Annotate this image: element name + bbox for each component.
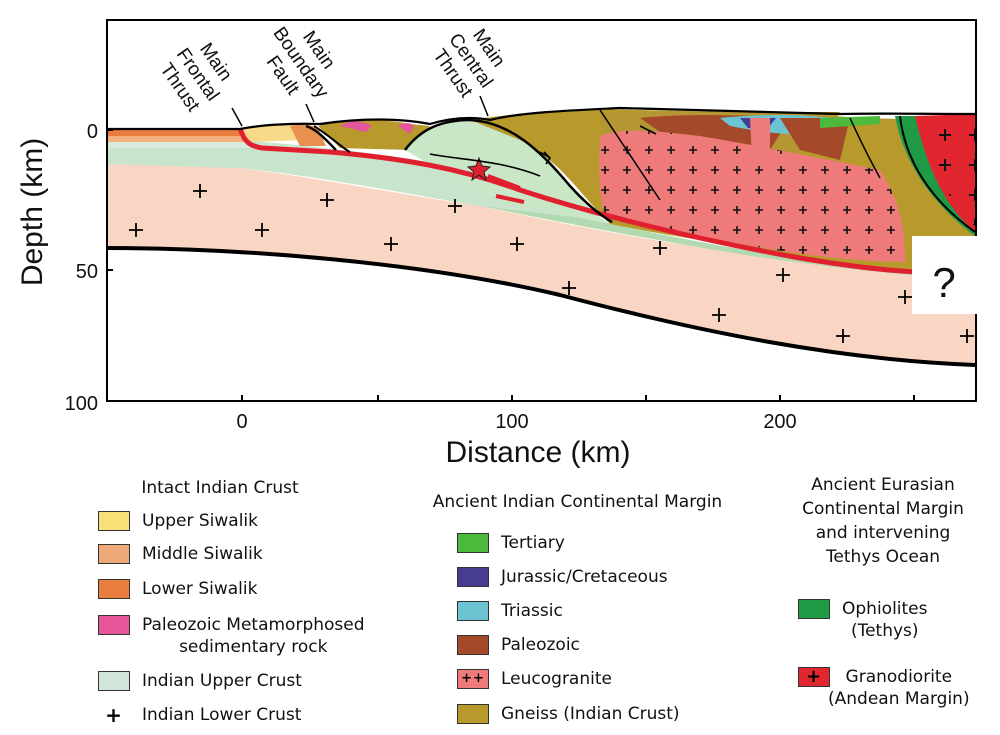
swatch-leucogranite: ++ — [457, 669, 489, 689]
tethyan-paleozoic-2 — [780, 118, 850, 160]
legend-item-granodiorite: + Granodiorite (Andean Margin) — [798, 666, 970, 710]
tethyan-tertiary — [820, 116, 880, 128]
legend-heading-eurasian: Ancient Eurasian Continental Margin and … — [802, 475, 964, 567]
legend-label-triassic: Triassic — [501, 601, 563, 621]
mct-line-front — [404, 118, 471, 151]
legend-label-lower-siwalik: Lower Siwalik — [142, 579, 258, 599]
swatch-upper-siwalik — [98, 511, 130, 531]
normal-slip-mark — [639, 125, 657, 135]
legend-label-leucogranite: Leucogranite — [501, 669, 612, 689]
x-tick-200: 200 — [763, 411, 796, 433]
legend-item-middle-siwalik: Middle Siwalik — [98, 543, 263, 565]
legend-item-paleozoic-meta: Paleozoic Metamorphosed sedimentary rock — [98, 614, 365, 658]
legend-heading-margin: Ancient Indian Continental Margin — [432, 492, 723, 512]
earthquake-star-icon — [466, 156, 492, 182]
legend-label-indian-upper-crust: Indian Upper Crust — [142, 671, 302, 691]
legend-item-upper-siwalik: Upper Siwalik — [98, 510, 258, 532]
x-axis-title: Distance (km) — [445, 436, 630, 469]
swatch-gneiss — [457, 704, 489, 724]
gct-line — [849, 117, 881, 179]
legend-item-paleozoic: Paleozoic — [457, 634, 580, 656]
legend-item-lower-siwalik: Lower Siwalik — [98, 578, 257, 600]
mbf-line — [305, 124, 337, 151]
lower-siwalik-band — [108, 129, 240, 136]
legend-item-leucogranite: ++ Leucogranite — [457, 668, 612, 690]
swatch-granodiorite: + — [798, 667, 830, 687]
slip-arrow-top — [487, 174, 521, 190]
legend-item-ophiolites: Ophiolites (Tethys) — [798, 598, 928, 642]
y-tick-0: 0 — [87, 121, 98, 143]
stdf-line — [599, 109, 661, 201]
mct-dome — [405, 118, 610, 224]
legend-label-paleozoic: Paleozoic — [501, 635, 580, 655]
legend-label-paleozoic-meta: Paleozoic Metamorphosed sedimentary rock — [142, 615, 365, 657]
mct-line — [469, 118, 613, 224]
legend-label-ophiolites: Ophiolites (Tethys) — [842, 599, 928, 641]
swatch-tertiary — [457, 533, 489, 553]
legend-item-triassic: Triassic — [457, 600, 563, 622]
topography-line — [108, 106, 976, 131]
legend-label-indian-lower-crust: Indian Lower Crust — [142, 705, 302, 725]
axis-ticks — [107, 129, 915, 401]
legend-label-jurassic: Jurassic/Cretaceous — [501, 567, 668, 587]
lower-siwalik-wedge — [290, 124, 326, 146]
swatch-jurassic — [457, 567, 489, 587]
legend-item-indian-lower-crust: + Indian Lower Crust — [98, 704, 301, 726]
mbf-line-2 — [313, 125, 351, 153]
swatch-indian-lower-crust: + — [98, 705, 130, 725]
swatch-paleozoic-meta — [98, 615, 130, 635]
legend-heading-intact: Intact Indian Crust — [141, 478, 299, 498]
upper-crust-band-2 — [108, 142, 250, 148]
paleozoic-meta-patch — [340, 121, 372, 132]
legend-label-tertiary: Tertiary — [501, 533, 565, 553]
middle-siwalik-band — [108, 136, 246, 142]
legend-item-tertiary: Tertiary — [457, 532, 565, 554]
y-tick-50: 50 — [76, 261, 98, 283]
legend-item-jurassic: Jurassic/Cretaceous — [457, 566, 668, 588]
moho-line — [107, 246, 976, 367]
y-axis-title: Depth (km) — [16, 138, 49, 286]
legend-label-upper-siwalik: Upper Siwalik — [142, 511, 259, 531]
suture-line — [899, 115, 976, 233]
legend-item-indian-upper-crust: Indian Upper Crust — [98, 670, 302, 692]
swatch-triassic — [457, 601, 489, 621]
internal-fault — [429, 153, 541, 177]
leucogranite-dyke — [750, 118, 770, 158]
legend-label-gneiss: Gneiss (Indian Crust) — [501, 704, 680, 724]
mct-leader — [479, 95, 489, 117]
x-tick-0: 0 — [236, 411, 247, 433]
mft-leader — [231, 107, 243, 127]
swatch-ophiolites — [798, 599, 830, 619]
granodiorite-pattern — [925, 124, 975, 226]
mbf-leader — [305, 103, 315, 123]
x-tick-100: 100 — [495, 411, 528, 433]
indian-lower-crust — [108, 164, 975, 365]
swatch-lower-siwalik — [98, 579, 130, 599]
paleozoic-meta-patch-2 — [398, 123, 414, 134]
leucogranite-pattern — [599, 130, 905, 262]
legend-item-gneiss: Gneiss (Indian Crust) — [457, 703, 680, 725]
lower-crust-plus-marks — [129, 184, 974, 343]
legend-label-middle-siwalik: Middle Siwalik — [142, 544, 263, 564]
unknown-mark: ? — [932, 259, 955, 306]
slip-arrow-bottom — [495, 194, 525, 204]
swatch-middle-siwalik — [98, 544, 130, 564]
swatch-indian-upper-crust — [98, 671, 130, 691]
y-tick-100: 100 — [65, 393, 98, 415]
indian-upper-crust-band — [108, 138, 600, 220]
swatch-paleozoic — [457, 635, 489, 655]
main-himalayan-thrust — [237, 127, 941, 276]
legend-label-granodiorite: Granodiorite (Andean Margin) — [828, 667, 970, 709]
slip-arrow-icon — [539, 151, 552, 165]
unknown-box — [912, 236, 980, 314]
